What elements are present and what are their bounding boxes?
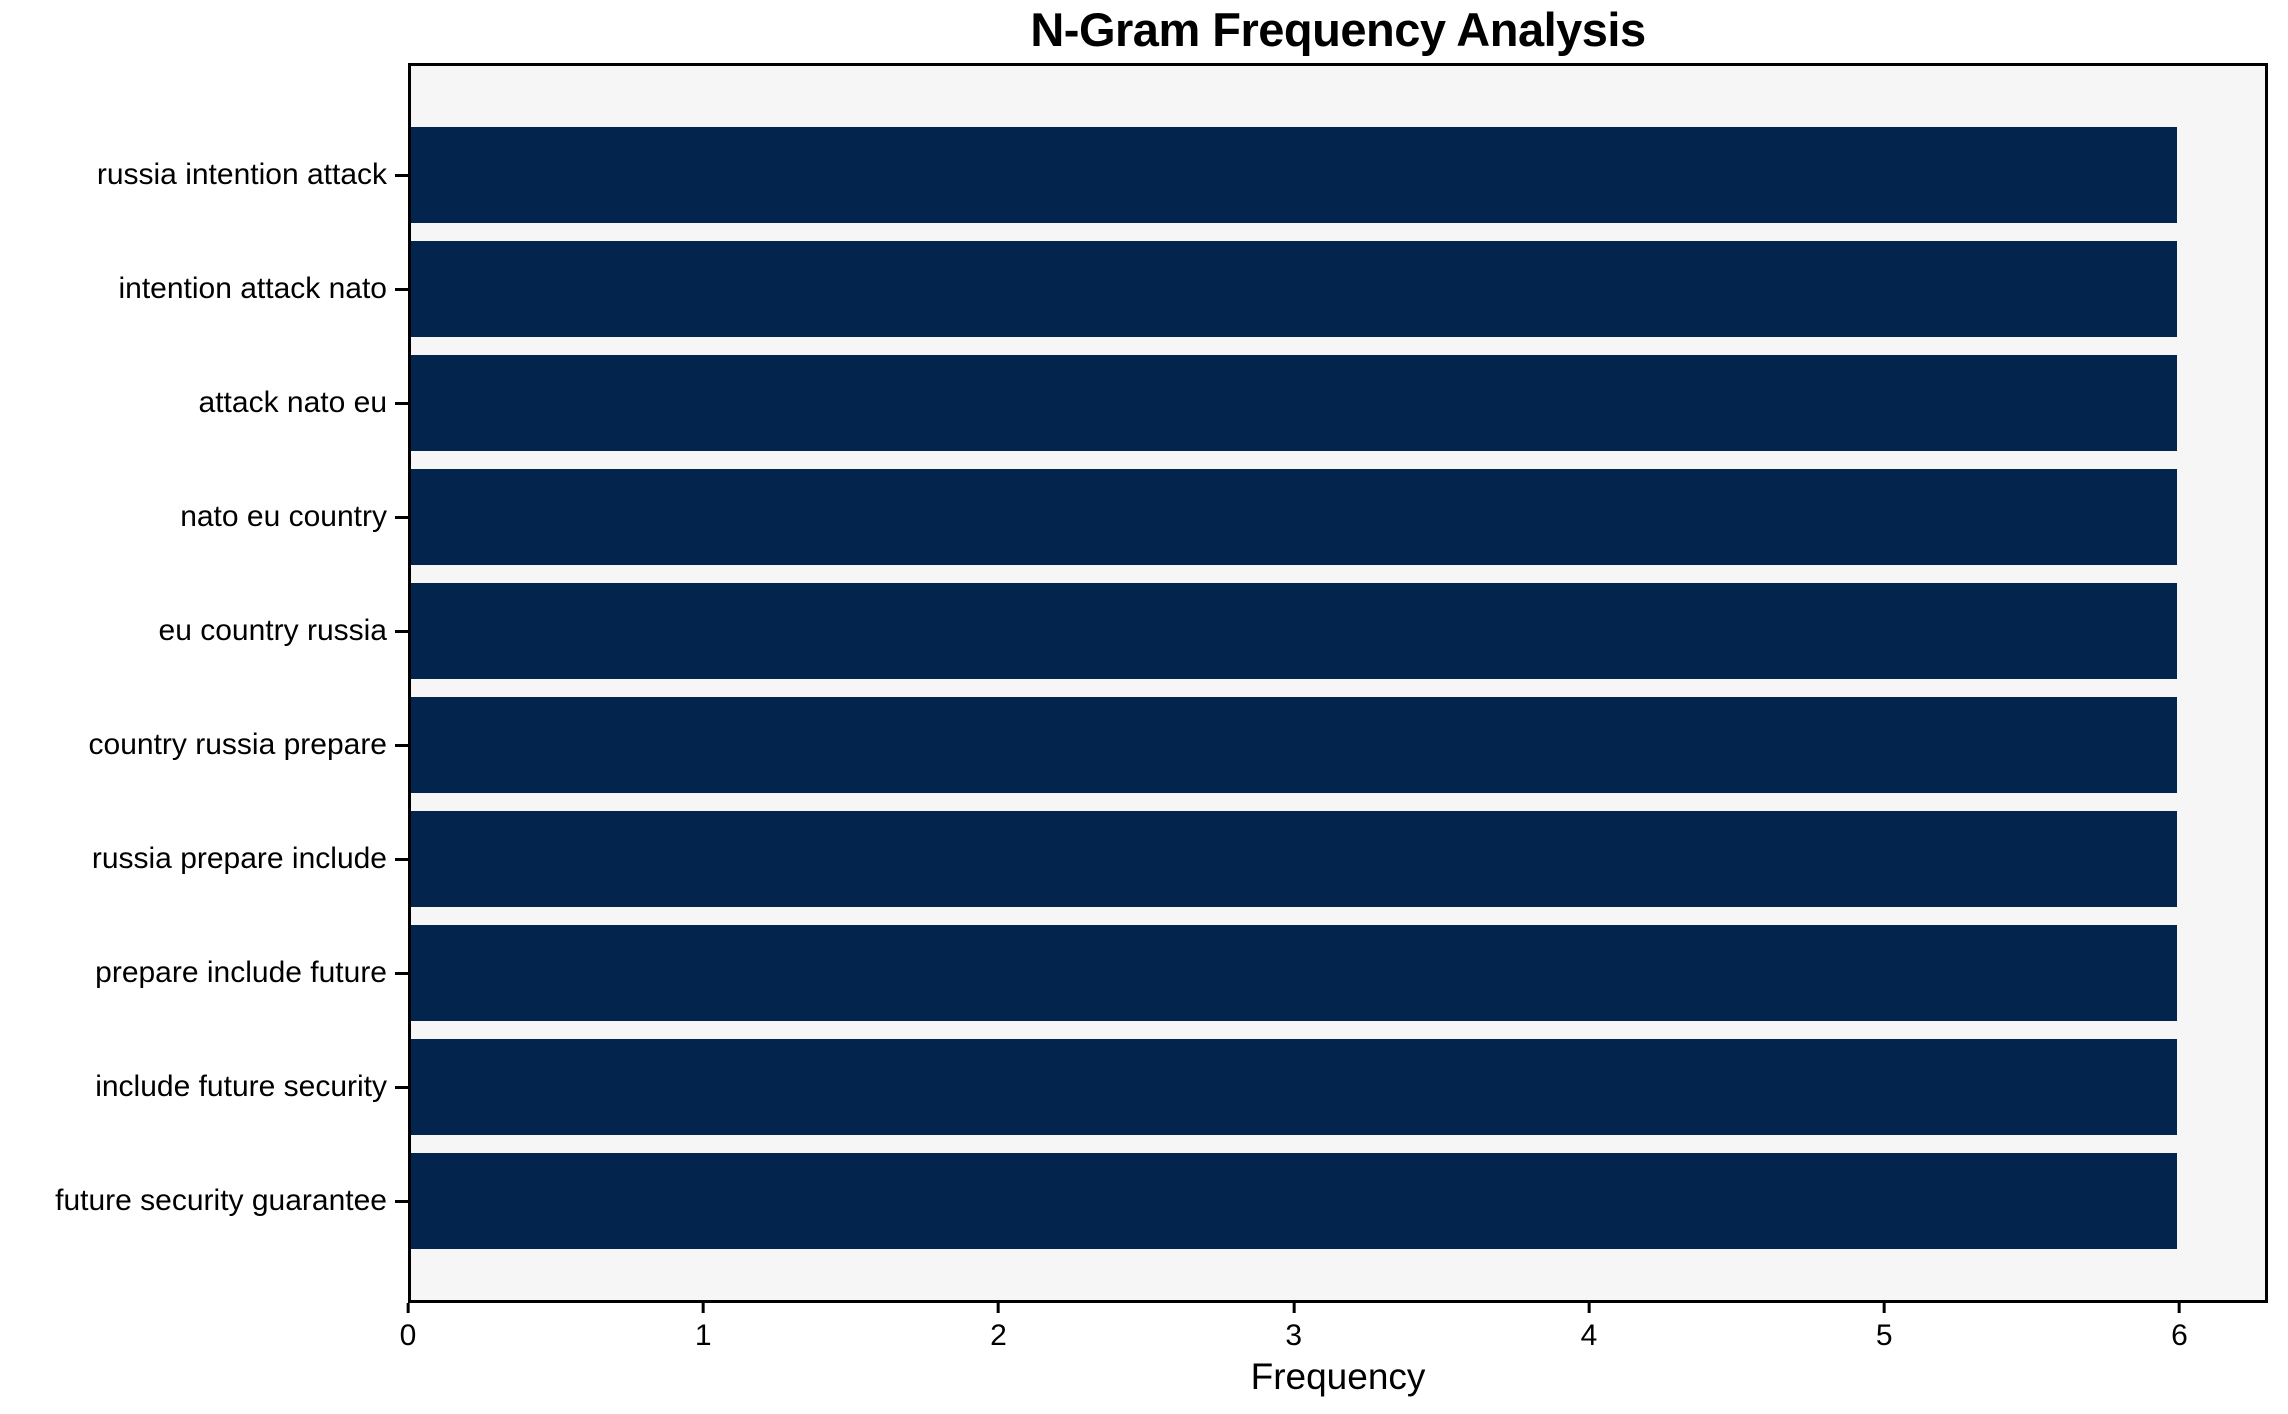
y-label-row: attack nato eu xyxy=(0,346,394,460)
x-tick: 3 xyxy=(1285,1303,1302,1353)
y-tick-mark xyxy=(395,743,408,747)
bar xyxy=(411,469,2177,565)
bars-container xyxy=(411,66,2265,1300)
chart-title: N-Gram Frequency Analysis xyxy=(1030,3,1646,56)
x-axis-title: Frequency xyxy=(1250,1356,1426,1397)
y-tick-row xyxy=(395,346,408,460)
y-tick-label: nato eu country xyxy=(180,500,387,533)
y-tick-mark xyxy=(395,401,408,405)
bar-row xyxy=(411,460,2265,574)
y-label-row: russia intention attack xyxy=(0,118,394,232)
y-tick-row xyxy=(395,1030,408,1144)
x-tick-mark xyxy=(1292,1303,1296,1313)
x-tick-mark xyxy=(1882,1303,1886,1313)
y-label-row: russia prepare include xyxy=(0,802,394,916)
y-tick-label: russia intention attack xyxy=(96,158,387,191)
bar-row xyxy=(411,232,2265,346)
y-tick-label: intention attack nato xyxy=(118,272,387,305)
y-tick-label: country russia prepare xyxy=(88,728,387,761)
x-tick-label: 3 xyxy=(1285,1319,1303,1352)
y-tick-mark xyxy=(395,1085,408,1089)
bar xyxy=(411,811,2177,907)
x-tick: 0 xyxy=(399,1303,417,1353)
x-tick-mark xyxy=(1587,1303,1591,1313)
bar xyxy=(411,925,2177,1021)
bar-row xyxy=(411,688,2265,802)
x-tick-label: 2 xyxy=(990,1319,1007,1352)
x-tick-mark xyxy=(701,1303,705,1313)
y-tick-row xyxy=(395,232,408,346)
x-tick-label: 1 xyxy=(694,1319,712,1352)
bar xyxy=(411,355,2177,451)
x-tick: 6 xyxy=(2171,1303,2188,1353)
x-tick-label: 6 xyxy=(2171,1319,2188,1352)
y-tick-row xyxy=(395,1144,408,1258)
y-tick-mark xyxy=(395,629,408,633)
x-tick: 1 xyxy=(695,1303,712,1353)
x-axis-ticks: 0 1 2 3 4 5 6 xyxy=(400,1303,2268,1363)
x-tick-label: 5 xyxy=(1875,1319,1893,1352)
y-tick-mark xyxy=(395,1199,408,1203)
plot-area xyxy=(408,63,2268,1303)
y-label-row: future security guarantee xyxy=(0,1144,394,1258)
y-tick-row xyxy=(395,574,408,688)
y-tick-label: include future security xyxy=(95,1070,387,1103)
y-tick-label: prepare include future xyxy=(95,956,387,989)
bar xyxy=(411,697,2177,793)
x-tick: 4 xyxy=(1580,1303,1598,1353)
y-tick-label: russia prepare include xyxy=(91,842,387,875)
y-tick-row xyxy=(395,118,408,232)
y-tick-mark xyxy=(395,173,408,177)
bar-row xyxy=(411,802,2265,916)
bar xyxy=(411,241,2177,337)
y-tick-label: future security guarantee xyxy=(55,1184,387,1217)
y-tick-label: attack nato eu xyxy=(198,386,387,419)
bar xyxy=(411,583,2177,679)
bar xyxy=(411,127,2177,223)
x-tick: 2 xyxy=(990,1303,1007,1353)
y-label-row: intention attack nato xyxy=(0,232,394,346)
y-tick-mark xyxy=(395,515,408,519)
y-label-row: nato eu country xyxy=(0,460,394,574)
bar xyxy=(411,1039,2177,1135)
y-tick-mark xyxy=(395,287,408,291)
bar-row xyxy=(411,118,2265,232)
y-tick-mark xyxy=(395,857,408,861)
x-tick-label: 0 xyxy=(399,1319,417,1352)
x-tick-label: 4 xyxy=(1580,1319,1598,1352)
y-tick-row xyxy=(395,916,408,1030)
x-tick-mark xyxy=(996,1303,1000,1313)
y-label-row: prepare include future xyxy=(0,916,394,1030)
bar-row xyxy=(411,574,2265,688)
x-tick-mark xyxy=(2177,1303,2181,1313)
bar-row xyxy=(411,346,2265,460)
bar-row xyxy=(411,1030,2265,1144)
y-label-row: include future security xyxy=(0,1030,394,1144)
y-axis-labels: russia intention attack intention attack … xyxy=(0,66,394,1300)
y-label-row: country russia prepare xyxy=(0,688,394,802)
y-tick-mark xyxy=(395,971,408,975)
y-axis-tick-marks xyxy=(395,66,408,1300)
bar-row xyxy=(411,1144,2265,1258)
y-tick-row xyxy=(395,802,408,916)
x-tick-mark xyxy=(406,1303,410,1313)
bar-row xyxy=(411,916,2265,1030)
x-tick: 5 xyxy=(1876,1303,1893,1353)
y-label-row: eu country russia xyxy=(0,574,394,688)
y-tick-label: eu country russia xyxy=(158,614,387,647)
y-tick-row xyxy=(395,460,408,574)
bar xyxy=(411,1153,2177,1249)
y-tick-row xyxy=(395,688,408,802)
